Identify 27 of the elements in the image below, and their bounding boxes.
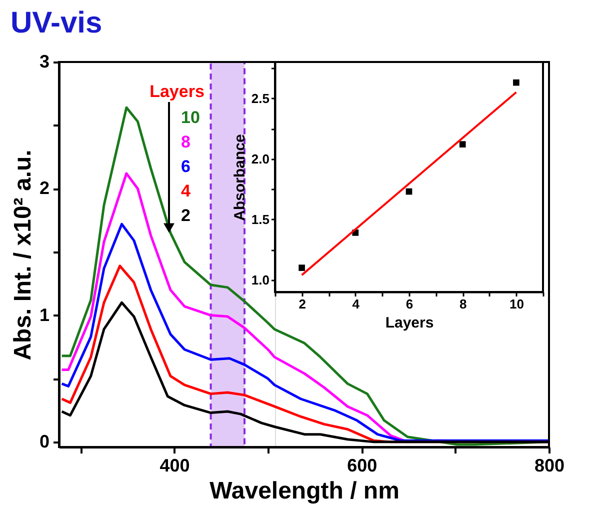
x-tick-label: 6: [406, 296, 414, 312]
x-axis-title: Layers: [385, 314, 434, 332]
x-tick-label: 8: [459, 296, 467, 312]
y-tick-label: 2.5: [251, 90, 270, 106]
text: 4: [181, 182, 191, 200]
legend-title: Layers: [150, 82, 204, 101]
text: 8: [181, 132, 190, 152]
y-tick-label: 2: [39, 178, 50, 198]
text: 6: [181, 157, 190, 176]
y-tick-label: 1: [39, 304, 50, 325]
x-tick-label: 2: [298, 296, 306, 312]
y-tick-label: 2.0: [251, 151, 270, 166]
x-tick-label: 4: [352, 296, 360, 312]
x-tick-label: 10: [509, 296, 524, 312]
y-axis-title: Absorbance: [231, 134, 248, 221]
x-tick-label: 400: [160, 456, 190, 476]
y-tick-label: 1.0: [251, 272, 270, 288]
y-axis-title: Abs. Int. / x10² a.u.: [9, 150, 36, 360]
x-axis-title: Wavelength / nm: [210, 478, 400, 504]
x-tick-label: 800: [534, 456, 565, 476]
chart-title: UV-vis: [10, 6, 102, 40]
text: 2: [181, 206, 190, 225]
y-tick-label: 3: [39, 52, 50, 72]
y-tick-label: 1.5: [251, 212, 270, 227]
text: 10: [181, 108, 200, 127]
y-tick-label: 0: [39, 431, 50, 452]
x-tick-label: 600: [347, 456, 378, 476]
